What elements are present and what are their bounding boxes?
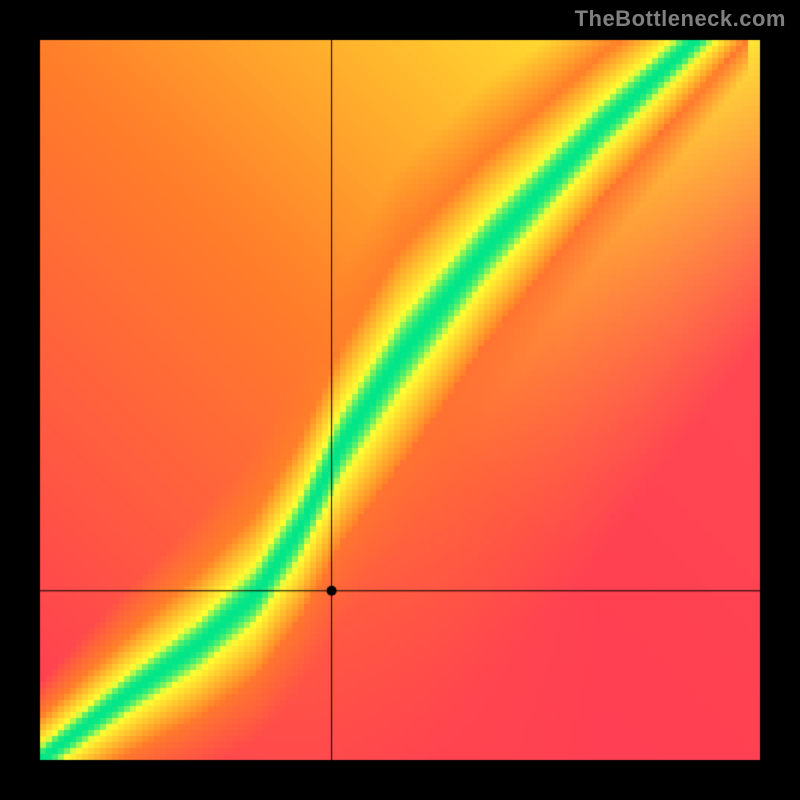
chart-container: TheBottleneck.com bbox=[0, 0, 800, 800]
watermark-text: TheBottleneck.com bbox=[575, 6, 786, 32]
heatmap-canvas bbox=[0, 0, 800, 800]
